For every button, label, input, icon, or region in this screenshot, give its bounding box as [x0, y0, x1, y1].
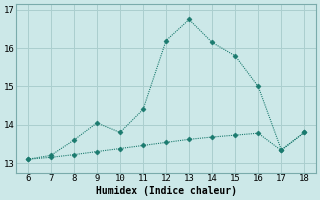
- X-axis label: Humidex (Indice chaleur): Humidex (Indice chaleur): [96, 186, 236, 196]
